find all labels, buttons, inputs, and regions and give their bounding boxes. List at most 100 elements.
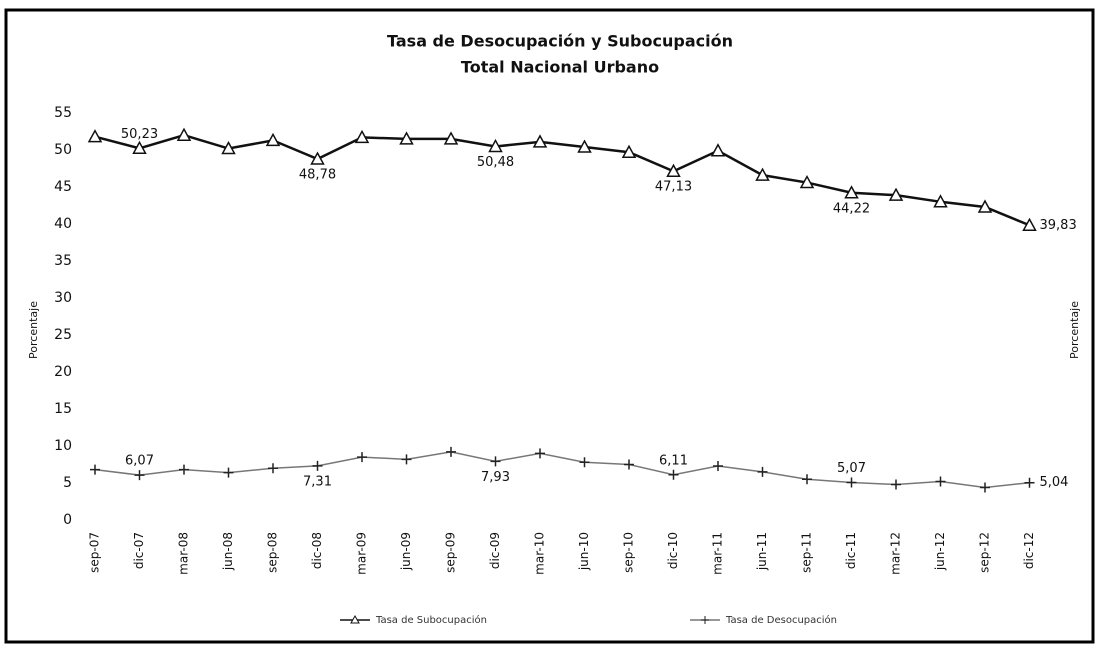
x-tick-label: mar-09 xyxy=(355,532,369,575)
x-tick-label: sep-07 xyxy=(88,532,102,573)
data-label: 5,04 xyxy=(1040,475,1069,490)
x-tick-label: dic-10 xyxy=(666,532,680,569)
marker xyxy=(844,185,859,199)
y-tick-label: 55 xyxy=(54,105,72,121)
x-tick-label: mar-08 xyxy=(177,532,191,575)
marker xyxy=(577,139,592,153)
marker xyxy=(579,457,590,468)
marker xyxy=(399,131,414,145)
chart-title: Tasa de Desocupación y Subocupación xyxy=(387,32,733,51)
legend-marker xyxy=(350,614,360,624)
data-label: 50,23 xyxy=(121,127,158,142)
marker xyxy=(490,456,501,467)
data-label: 7,31 xyxy=(303,474,332,489)
marker xyxy=(90,464,100,475)
x-tick-label: sep-11 xyxy=(800,532,814,573)
y-tick-label: 45 xyxy=(54,179,72,195)
marker xyxy=(668,469,679,480)
marker xyxy=(980,482,990,493)
marker xyxy=(1024,477,1035,488)
data-label: 6,11 xyxy=(659,453,688,468)
marker xyxy=(87,129,103,143)
y-tick-label: 25 xyxy=(54,327,72,343)
y-tick-label: 20 xyxy=(54,364,72,380)
legend-label: Tasa de Subocupación xyxy=(375,614,487,626)
x-tick-label: dic-09 xyxy=(488,532,502,569)
x-tick-label: jun-10 xyxy=(577,532,591,571)
marker xyxy=(312,460,323,471)
y-tick-label: 0 xyxy=(63,512,72,528)
marker xyxy=(621,144,637,158)
y-tick-label: 10 xyxy=(54,438,72,454)
x-tick-label: sep-09 xyxy=(444,532,458,573)
x-tick-label: mar-10 xyxy=(533,532,547,575)
x-tick-label: jun-11 xyxy=(755,532,769,571)
y-axis-label: Porcentaje xyxy=(27,301,40,359)
marker xyxy=(755,167,770,181)
y-tick-label: 30 xyxy=(54,290,72,306)
x-tick-label: dic-07 xyxy=(132,532,146,569)
marker xyxy=(488,138,503,153)
y-tick-label: 50 xyxy=(54,142,72,158)
marker xyxy=(357,452,367,463)
x-tick-label: sep-10 xyxy=(622,532,636,573)
marker xyxy=(443,131,459,145)
marker xyxy=(846,477,857,488)
chart-subtitle: Total Nacional Urbano xyxy=(461,58,659,77)
marker xyxy=(532,134,548,148)
x-tick-label: mar-11 xyxy=(711,532,725,575)
marker xyxy=(221,140,236,155)
marker xyxy=(132,140,147,155)
x-tick-label: dic-11 xyxy=(844,532,858,569)
marker xyxy=(446,446,456,457)
series-line xyxy=(94,451,1030,489)
x-tick-label: sep-12 xyxy=(978,532,992,573)
marker xyxy=(888,187,904,201)
x-tick-label: mar-12 xyxy=(889,532,903,575)
marker xyxy=(535,448,545,459)
marker xyxy=(176,127,192,141)
y-tick-label: 5 xyxy=(63,475,72,491)
marker xyxy=(1022,217,1037,232)
marker xyxy=(354,129,370,144)
marker xyxy=(401,454,412,465)
x-tick-label: dic-08 xyxy=(310,532,324,569)
marker xyxy=(799,174,815,189)
data-label: 7,93 xyxy=(481,470,510,485)
marker xyxy=(265,132,281,147)
data-label: 39,83 xyxy=(1040,218,1077,233)
marker xyxy=(666,163,681,177)
y-tick-label: 15 xyxy=(54,401,72,417)
data-label: 47,13 xyxy=(655,180,692,195)
frame xyxy=(4,8,1095,644)
marker xyxy=(223,467,234,478)
legend-label: Tasa de Desocupación xyxy=(725,614,837,626)
x-tick-label: dic-12 xyxy=(1022,532,1036,569)
marker xyxy=(757,466,768,477)
series-line xyxy=(94,133,1030,227)
marker xyxy=(713,460,723,471)
x-tick-label: jun-08 xyxy=(221,532,235,571)
marker xyxy=(802,474,812,485)
data-label: 50,48 xyxy=(477,155,514,170)
marker xyxy=(933,194,948,208)
marker xyxy=(710,143,726,157)
data-label: 44,22 xyxy=(833,201,870,216)
data-label: 5,07 xyxy=(837,461,866,476)
y2-axis-label: Porcentaje xyxy=(1068,301,1081,359)
marker xyxy=(134,470,145,481)
x-tick-label: jun-09 xyxy=(399,532,413,571)
data-label: 48,78 xyxy=(299,168,336,183)
marker xyxy=(310,151,325,165)
y-tick-label: 35 xyxy=(54,253,72,269)
marker xyxy=(624,459,634,470)
x-tick-label: jun-12 xyxy=(933,532,947,571)
marker xyxy=(268,463,278,474)
y-tick-label: 40 xyxy=(54,216,72,232)
marker xyxy=(179,464,189,475)
marker xyxy=(891,479,901,490)
marker xyxy=(977,199,993,213)
data-label: 6,07 xyxy=(125,454,154,469)
x-tick-label: sep-08 xyxy=(266,532,280,573)
